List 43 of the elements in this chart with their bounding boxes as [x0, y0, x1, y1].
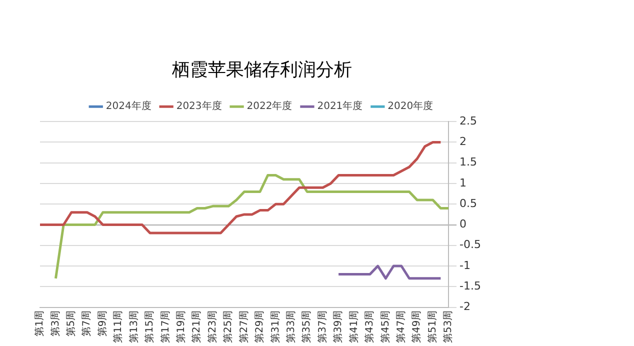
x-tick-label: 第31周: [269, 310, 282, 344]
x-tick-label: 第15周: [144, 310, 156, 344]
y-tick-label: -1: [460, 258, 471, 272]
y-tick-label: 2.5: [460, 114, 478, 128]
x-tick-label: 第45周: [379, 310, 392, 344]
x-tick-label: 第35周: [300, 310, 313, 344]
y-tick-label: -0.5: [460, 238, 482, 252]
y-tick-label: -2: [460, 300, 471, 314]
x-tick-label: 第9周: [96, 310, 108, 337]
x-tick-label: 第21周: [190, 310, 203, 344]
x-tick-label: 第3周: [49, 310, 62, 337]
x-tick-label: 第37周: [316, 310, 328, 344]
legend-label: 2024年度: [106, 100, 152, 112]
legend-label: 2022年度: [246, 100, 292, 112]
legend-label: 2021年度: [317, 100, 363, 112]
x-tick-label: 第27周: [238, 310, 250, 344]
y-tick-label: 1: [460, 176, 467, 190]
y-tick-label: -1.5: [460, 280, 482, 293]
y-tick-label: 0.5: [460, 196, 478, 210]
y-tick-label: 1.5: [460, 156, 478, 169]
x-tick-label: 第43周: [364, 310, 376, 344]
x-tick-label: 第33周: [285, 310, 297, 344]
legend-label: 2023年度: [176, 100, 222, 112]
y-tick-label: 0: [460, 218, 467, 231]
x-tick-label: 第17周: [159, 310, 172, 344]
chart-title: 栖霞苹果储存利润分析: [171, 59, 352, 80]
x-tick-label: 第51周: [426, 310, 438, 344]
x-tick-label: 第5周: [65, 310, 78, 337]
x-tick-label: 第11周: [112, 310, 124, 344]
x-tick-label: 第1周: [34, 310, 46, 337]
x-tick-label: 第19周: [175, 310, 188, 344]
x-tick-label: 第29周: [254, 310, 266, 344]
x-tick-label: 第25周: [222, 310, 234, 344]
x-tick-label: 第7周: [80, 310, 93, 337]
x-tick-label: 第39周: [332, 310, 344, 344]
x-tick-label: 第23周: [206, 310, 218, 344]
y-tick-label: 2: [460, 135, 467, 148]
x-tick-label: 第47周: [394, 310, 407, 344]
legend-label: 2020年度: [388, 100, 434, 112]
x-tick-label: 第53周: [442, 310, 454, 344]
x-tick-label: 第41周: [348, 310, 360, 344]
x-tick-label: 第13周: [128, 310, 140, 344]
x-tick-label: 第49周: [410, 310, 423, 344]
